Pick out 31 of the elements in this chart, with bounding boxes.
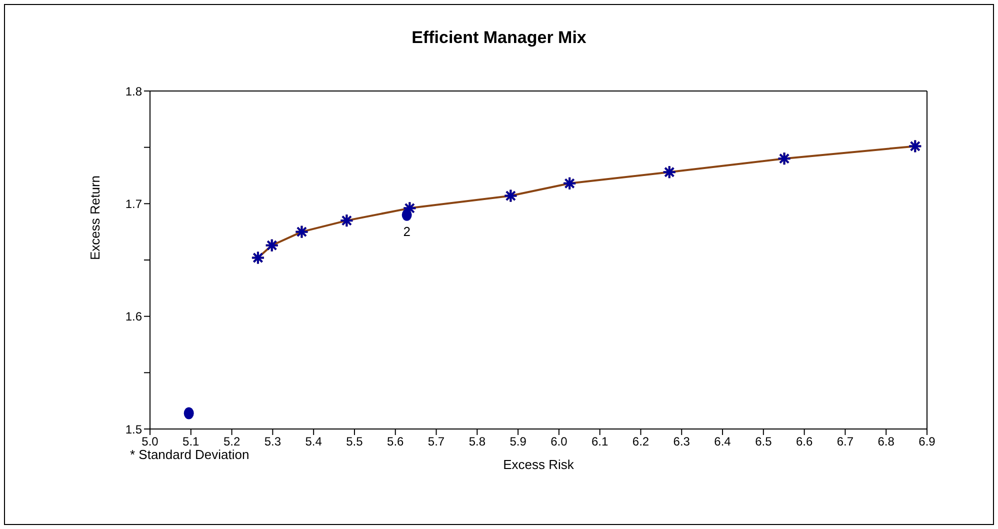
- x-tick-label: 6.5: [755, 434, 772, 449]
- x-tick-label: 5.6: [387, 434, 404, 449]
- x-axis-title: Excess Risk: [503, 457, 574, 472]
- x-tick-label: 5.1: [182, 434, 200, 449]
- x-tick-label: 6.2: [632, 434, 650, 449]
- x-tick-label: 6.1: [592, 434, 609, 449]
- x-tick-label: 5.9: [510, 434, 527, 449]
- y-tick-label: 1.8: [125, 84, 142, 98]
- x-tick-label: 5.3: [264, 434, 282, 449]
- y-tick-label: 1.5: [125, 422, 142, 436]
- annotation: 2: [403, 224, 410, 240]
- y-tick-label: 1.6: [125, 310, 142, 324]
- x-tick-label: 6.0: [550, 434, 568, 449]
- x-tick-label: 5.2: [223, 434, 240, 449]
- x-tick-label: 6.7: [836, 434, 854, 449]
- text: * Standard Deviation: [130, 447, 250, 462]
- x-tick-label: 6.6: [796, 434, 813, 449]
- x-tick-label: 6.3: [673, 434, 690, 449]
- point: [402, 208, 412, 221]
- x-tick-label: 6.8: [878, 434, 895, 449]
- x-tick-label: 6.4: [714, 434, 732, 449]
- x-tick-label: 5.8: [468, 434, 486, 449]
- y-tick-label: 1.7: [125, 196, 142, 211]
- x-tick-label: 6.9: [918, 434, 936, 449]
- x-tick-label: 5.5: [346, 434, 364, 449]
- x-tick-label: 5.4: [305, 434, 322, 449]
- x-tick-label: 5.0: [142, 434, 159, 449]
- x-tick-label: 5.7: [428, 434, 445, 449]
- point: [184, 407, 194, 420]
- chart-title: Efficient Manager Mix: [410, 28, 588, 48]
- y-axis-title: Excess Return: [88, 175, 103, 260]
